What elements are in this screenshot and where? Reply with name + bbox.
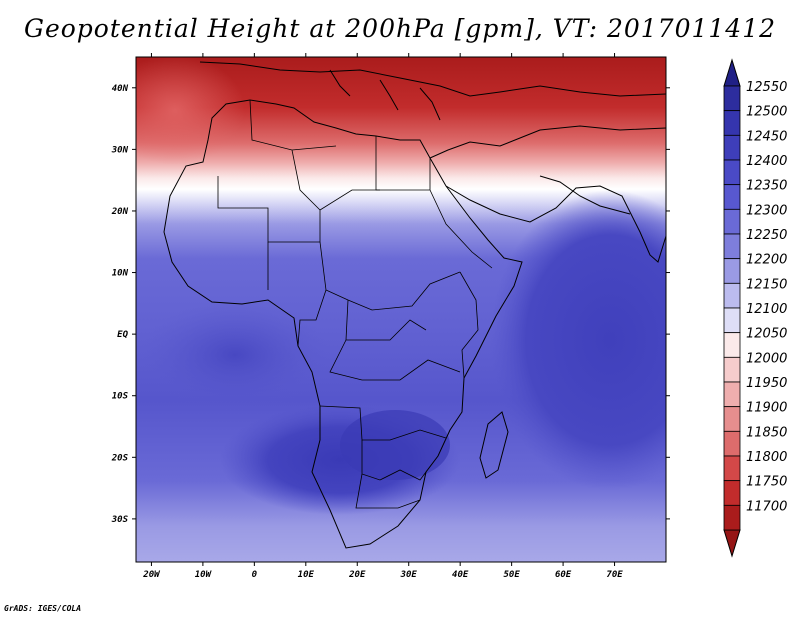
coastlines [163, 61, 666, 549]
lon-tick-label: 0 [252, 570, 258, 580]
colorbar-segment [723, 134, 741, 161]
colorbar-label: 11850 [746, 425, 787, 440]
lon-tick-label: 10E [298, 570, 315, 580]
lon-tick-label: 50E [503, 570, 520, 580]
colorbar-label: 12000 [746, 351, 787, 366]
colorbar-segment [723, 430, 741, 457]
colorbar-segment [723, 332, 741, 358]
colorbar-label: 11750 [746, 475, 787, 490]
lat-tick-label: 20N [111, 207, 129, 217]
lon-tick-label: 40E [452, 570, 469, 580]
colorbar-segment [723, 406, 741, 432]
colorbar-segment [723, 356, 741, 383]
colorbar-label: 12450 [746, 129, 787, 144]
colorbar-segment [723, 184, 741, 210]
colorbar-label: 12100 [746, 302, 787, 317]
lon-tick-label: 30E [400, 570, 418, 580]
colorbar-label: 11900 [746, 401, 787, 416]
colorbar-label: 12350 [746, 179, 787, 194]
lon-tick-label: 70E [606, 570, 623, 580]
colorbar-segment [723, 381, 741, 408]
country-borders [217, 99, 493, 509]
colorbar-label: 11950 [746, 376, 787, 391]
colorbar-segment [723, 233, 741, 260]
colorbar-segment [723, 110, 741, 136]
colorbar-label: 12400 [746, 154, 787, 169]
colorbar-segment [723, 455, 741, 482]
colorbar-segment [723, 282, 741, 309]
lat-tick-label: 10N [112, 269, 129, 279]
grads-credit: GrADS: IGES/COLA [4, 604, 82, 613]
lat-tick-label: EQ [117, 330, 128, 340]
colorbar-segment [723, 85, 741, 112]
lat-tick-label: 20S [111, 453, 129, 463]
height-field [136, 57, 666, 562]
colorbar-label: 12200 [746, 253, 787, 268]
lat-tick-label: 40N [112, 84, 129, 94]
colorbar-top-arrow [723, 58, 741, 87]
colorbar-label: 12300 [746, 203, 787, 218]
lat-tick-label: 30S [111, 515, 129, 525]
colorbar-label: 11800 [746, 450, 787, 465]
colorbar-segment [723, 208, 741, 235]
colorbar-segment [723, 504, 741, 531]
lon-tick-label: 20E [348, 570, 366, 580]
colorbar-label: 12050 [746, 327, 787, 342]
lat-tick-label: 10S [112, 392, 129, 402]
map-title: Geopotential Height at 200hPa [gpm], VT:… [23, 14, 777, 43]
colorbar-segment [723, 258, 741, 284]
colorbar-label: 11700 [746, 499, 787, 514]
colorbar-label: 12550 [746, 80, 787, 95]
colorbar-segment [723, 159, 741, 186]
map-frame [135, 56, 667, 563]
lon-tick-label: 10W [195, 570, 213, 580]
colorbar: 12550 12500 12450 12400 12350 12300 12250 12200… [723, 58, 787, 558]
colorbar-segment [723, 480, 741, 506]
colorbar-label: 12150 [746, 277, 787, 292]
colorbar-label: 12250 [746, 228, 787, 243]
lon-tick-label: 60E [555, 570, 572, 580]
lon-tick-label: 20W [142, 570, 161, 580]
lon-axis: 20W 10W 0 10E 20E 30E 40E 50E 60E 70E [142, 53, 623, 580]
colorbar-segment [723, 307, 741, 334]
lat-tick-label: 30N [111, 145, 129, 155]
colorbar-label: 12500 [746, 105, 787, 120]
lat-axis: 40N 30N 20N 10N EQ 10S 20S 30S [111, 84, 670, 525]
colorbar-bottom-arrow [723, 529, 741, 558]
